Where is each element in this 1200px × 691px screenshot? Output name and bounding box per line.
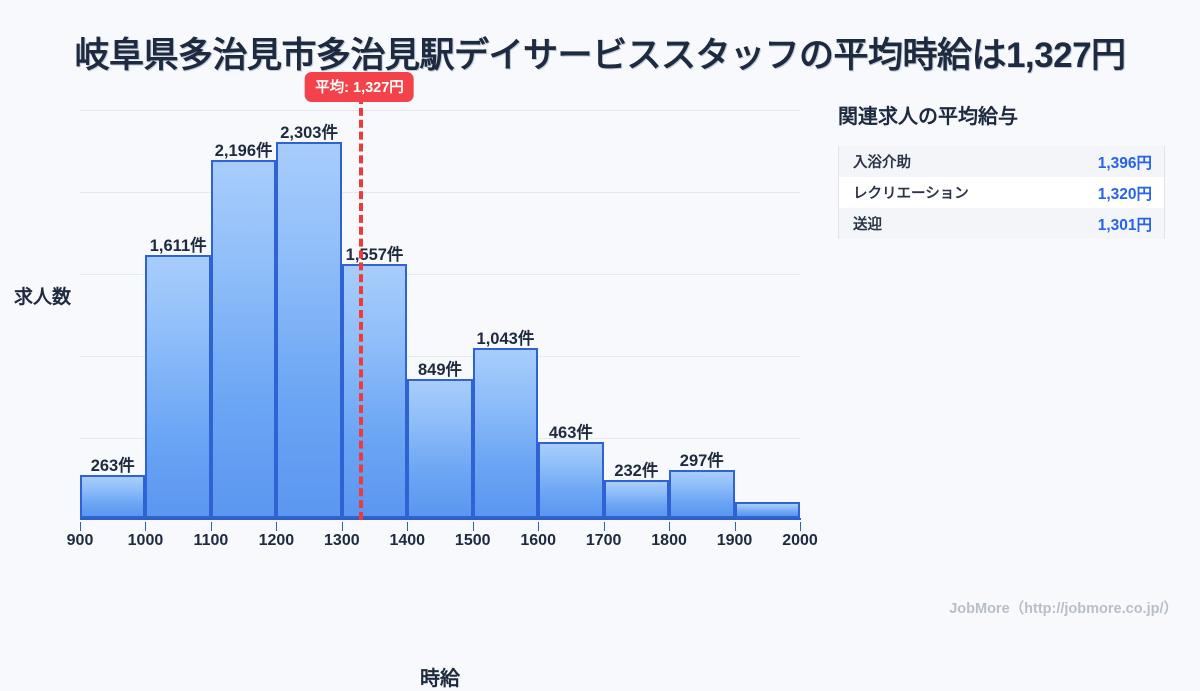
salary-row-value: 1,301円 [1097, 216, 1152, 234]
salary-row: 送迎 1,301円 [839, 208, 1164, 239]
histogram-bar [538, 442, 604, 518]
x-axis-tick-label: 1000 [127, 532, 164, 549]
plot-area: 263件 1,611件 2,196件 2,303件 1,557件 849件 1,043件 46… [67, 72, 818, 598]
x-axis-tick-label: 1500 [454, 532, 491, 549]
bar-value-label: 263件 [90, 457, 135, 476]
gridline [80, 110, 800, 111]
x-axis-tick [669, 522, 671, 531]
bar-value-label: 2,303件 [280, 124, 338, 143]
gridline [80, 192, 800, 193]
bar-value-label: 1,611件 [149, 237, 207, 256]
related-salary-table: 入浴介助 1,396円レクリエーション 1,320円送迎 1,301円 [838, 146, 1165, 239]
x-axis-title: 時給 [420, 668, 460, 690]
histogram-bar [145, 255, 211, 518]
bar-value-label: 1,557件 [345, 245, 404, 264]
x-axis-tick-label: 1100 [193, 532, 229, 549]
bar-value-label: 297件 [679, 451, 724, 470]
x-axis-tick-label: 1900 [716, 532, 753, 549]
salary-row-name: レクリエーション [853, 186, 969, 202]
histogram-chart: 求人数 263件 1,611件 2,196件 2,303件 1,557件 849件 1,04… [0, 72, 820, 690]
histogram-bar [472, 347, 539, 518]
salary-row-value: 1,396円 [1097, 154, 1152, 172]
x-axis-line [80, 518, 801, 520]
bar-value-label: 463件 [548, 424, 593, 443]
x-axis-tick [407, 522, 409, 531]
related-salary-heading: 関連求人の平均給与 [838, 106, 1018, 128]
footer-watermark: JobMore（http://jobmore.co.jp/） [949, 601, 1178, 617]
related-salary-panel: 関連求人の平均給与 入浴介助 1,396円レクリエーション 1,320円送迎 1,30… [838, 100, 1168, 239]
average-badge: 平均: 1,327円 [305, 72, 414, 102]
average-line [359, 96, 364, 520]
x-axis-tick [734, 522, 736, 531]
bar-value-label: 1,043件 [476, 329, 535, 348]
histogram-bar [734, 501, 800, 518]
x-axis-tick-label: 1700 [585, 532, 622, 549]
salary-row-name: 入浴介助 [853, 155, 911, 171]
gridline [80, 356, 800, 357]
x-axis-tick-label: 1400 [389, 532, 426, 549]
x-axis-tick-label: 900 [66, 532, 94, 549]
x-axis-tick [341, 522, 343, 531]
x-axis-tick [603, 522, 605, 531]
x-axis-tick [538, 522, 540, 531]
salary-row: 入浴介助 1,396円 [839, 146, 1164, 177]
gridline [80, 274, 800, 275]
page-title: 岐阜県多治見市多治見駅デイサービススタッフの平均時給は1,327円 [74, 36, 1126, 75]
y-axis-title: 求人数 [14, 287, 72, 308]
histogram-bar [276, 142, 342, 518]
bar-value-label: 232件 [614, 462, 659, 481]
salary-row: レクリエーション 1,320円 [839, 177, 1164, 208]
x-axis-tick [145, 522, 147, 531]
salary-row-name: 送迎 [853, 217, 882, 233]
histogram-bar [669, 469, 735, 518]
x-axis-tick-label: 1200 [258, 532, 295, 549]
bar-value-label: 849件 [417, 361, 462, 380]
x-axis-tick-label: 1300 [324, 532, 360, 549]
x-axis-tick-label: 1800 [651, 532, 687, 549]
x-axis-tick-label: 2000 [782, 532, 818, 549]
histogram-bar [407, 379, 473, 518]
x-axis-tick [472, 522, 474, 531]
histogram-bar [603, 480, 670, 518]
x-axis-tick [276, 522, 278, 531]
histogram-bar [341, 263, 408, 518]
histogram-bar [80, 475, 146, 518]
bar-value-label: 2,196件 [214, 141, 273, 160]
x-axis-tick [80, 522, 81, 531]
histogram-bar [210, 159, 277, 518]
x-axis-tick-label: 1600 [520, 532, 556, 549]
x-axis-tick [210, 522, 212, 531]
x-axis-tick [800, 522, 801, 531]
salary-row-value: 1,320円 [1097, 185, 1152, 203]
